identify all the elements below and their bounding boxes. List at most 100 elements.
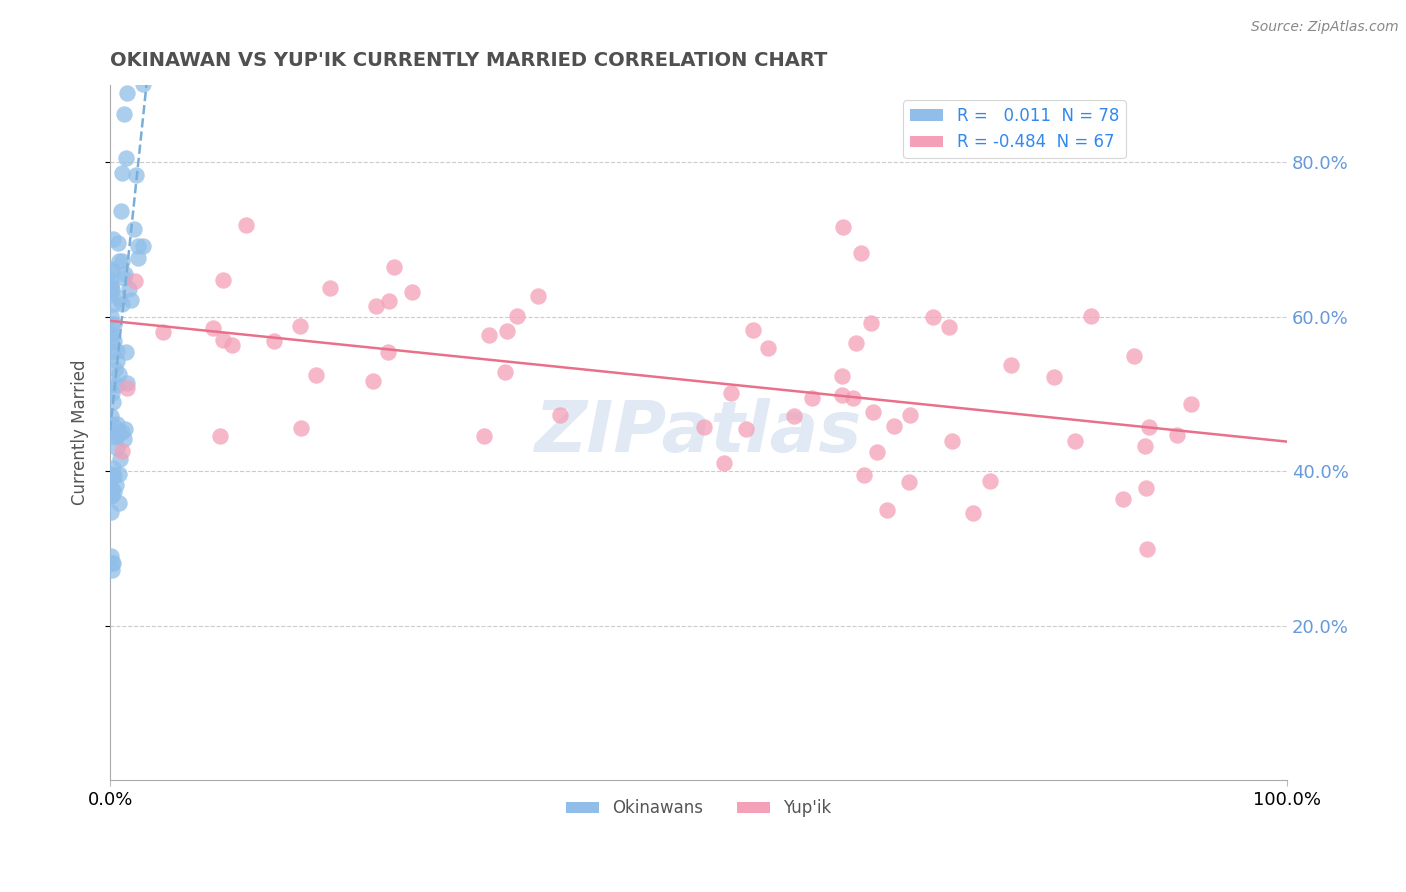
Point <box>104 430 127 444</box>
Point <box>114 151 136 165</box>
Point <box>101 395 124 409</box>
Point <box>363 374 385 388</box>
Point <box>377 293 399 308</box>
Point <box>101 282 124 296</box>
Point <box>107 367 129 381</box>
Point <box>897 475 920 490</box>
Point <box>101 264 124 278</box>
Point <box>105 378 128 392</box>
Point <box>115 376 138 391</box>
Point <box>1063 434 1085 449</box>
Point <box>845 336 868 351</box>
Legend: Okinawans, Yup'ik: Okinawans, Yup'ik <box>560 793 838 824</box>
Point <box>100 309 122 323</box>
Point <box>1180 397 1202 411</box>
Point <box>692 420 714 434</box>
Point <box>527 288 550 302</box>
Point <box>842 391 865 405</box>
Point <box>111 166 134 180</box>
Point <box>377 344 399 359</box>
Point <box>112 107 135 121</box>
Point <box>720 386 742 401</box>
Point <box>1112 491 1135 506</box>
Point <box>100 489 122 503</box>
Text: ZIPatlas: ZIPatlas <box>534 398 862 467</box>
Point <box>112 432 135 446</box>
Point <box>1135 481 1157 495</box>
Point <box>938 320 960 334</box>
Text: OKINAWAN VS YUP'IK CURRENTLY MARRIED CORRELATION CHART: OKINAWAN VS YUP'IK CURRENTLY MARRIED COR… <box>110 51 828 70</box>
Point <box>962 506 984 520</box>
Point <box>132 77 155 91</box>
Point <box>103 469 125 483</box>
Point <box>1137 419 1160 434</box>
Point <box>105 344 128 359</box>
Point <box>107 417 129 431</box>
Point <box>866 445 889 459</box>
Point <box>100 481 122 495</box>
Point <box>103 344 125 359</box>
Point <box>941 434 963 448</box>
Point <box>898 408 921 422</box>
Point <box>115 86 138 100</box>
Point <box>1042 370 1064 384</box>
Point <box>110 452 132 467</box>
Y-axis label: Currently Married: Currently Married <box>72 360 89 506</box>
Point <box>221 338 243 352</box>
Point <box>107 292 129 306</box>
Point <box>101 556 124 570</box>
Point <box>211 273 233 287</box>
Point <box>290 421 312 435</box>
Point <box>108 426 131 441</box>
Point <box>101 467 124 482</box>
Point <box>103 484 125 499</box>
Point <box>756 341 779 355</box>
Point <box>1136 541 1159 556</box>
Point <box>831 388 853 402</box>
Point <box>122 222 145 236</box>
Point <box>100 563 122 577</box>
Point <box>104 425 127 439</box>
Point <box>201 321 224 335</box>
Point <box>100 488 122 502</box>
Point <box>104 362 127 376</box>
Point <box>100 286 122 301</box>
Point <box>105 354 128 368</box>
Text: Source: ZipAtlas.com: Source: ZipAtlas.com <box>1251 20 1399 34</box>
Point <box>120 293 142 307</box>
Point <box>235 218 257 232</box>
Point <box>859 316 882 330</box>
Point <box>496 324 519 338</box>
Point <box>876 503 898 517</box>
Point <box>105 441 128 455</box>
Point <box>115 344 138 359</box>
Point <box>125 168 148 182</box>
Point <box>713 457 735 471</box>
Point <box>506 309 529 323</box>
Point <box>263 334 285 348</box>
Point <box>100 377 122 392</box>
Point <box>208 429 231 443</box>
Point <box>1080 309 1102 323</box>
Point <box>1123 349 1146 363</box>
Point <box>103 429 125 443</box>
Point <box>862 405 884 419</box>
Point <box>922 310 945 325</box>
Point <box>132 239 155 253</box>
Point <box>478 327 501 342</box>
Point <box>111 425 134 440</box>
Point <box>290 319 312 334</box>
Point <box>851 246 873 260</box>
Point <box>103 297 125 311</box>
Point <box>1135 440 1157 454</box>
Point <box>831 368 853 383</box>
Point <box>832 220 855 235</box>
Point <box>100 281 122 295</box>
Point <box>115 381 138 395</box>
Point <box>121 43 143 57</box>
Point <box>103 418 125 433</box>
Point <box>107 467 129 481</box>
Point <box>100 326 122 341</box>
Point <box>127 252 149 266</box>
Point <box>111 253 134 268</box>
